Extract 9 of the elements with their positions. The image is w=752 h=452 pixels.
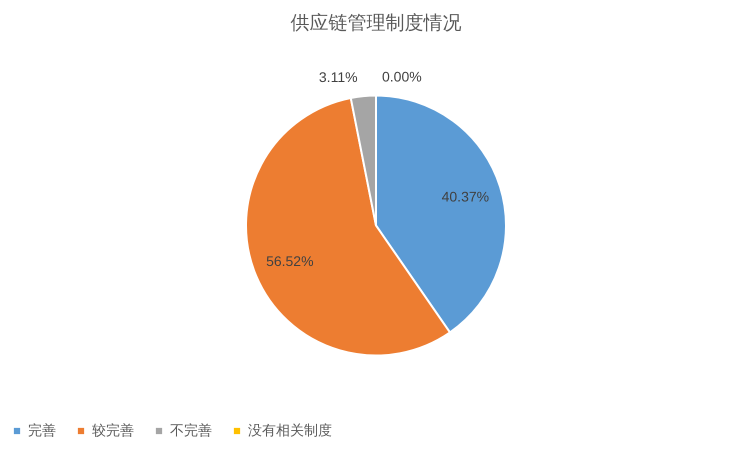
legend-label: 较完善: [92, 422, 134, 438]
text: 0.00%: [382, 68, 422, 84]
legend-label: 完善: [28, 422, 56, 438]
legend-label: 没有相关制度: [248, 422, 332, 438]
data-label: 56.52%: [266, 252, 314, 269]
data-label: 40.37%: [442, 188, 490, 205]
data-label: 3.11%: [318, 69, 358, 86]
legend-label: 不完善: [170, 422, 212, 438]
chart-title: 供应链管理制度情况: [290, 12, 462, 34]
